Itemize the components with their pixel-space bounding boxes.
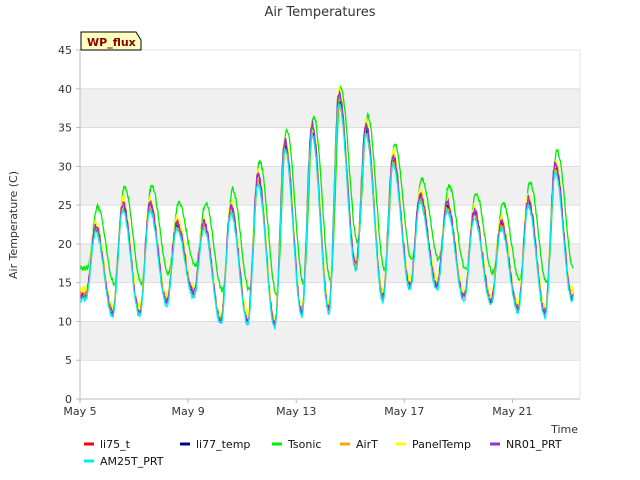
y-tick-label: 45 [58, 44, 72, 57]
x-tick-label: May 13 [276, 405, 316, 418]
chart-title: Air Temperatures [264, 5, 375, 20]
x-tick-label: May 9 [171, 405, 204, 418]
legend: li75_t li77_temp Tsonic AirT PanelTemp NR01_P… [84, 438, 562, 468]
y-tick-label: 0 [65, 393, 72, 406]
y-tick-label: 10 [58, 315, 72, 328]
legend-label: li77_temp [196, 438, 250, 451]
x-axis-title: Time [550, 423, 578, 436]
legend-label: PanelTemp [412, 438, 471, 451]
series-line-tsonic [79, 85, 574, 296]
series-line-am25t-prt [79, 102, 574, 330]
grid-band [80, 321, 580, 361]
site-badge: WP_flux [80, 31, 142, 51]
legend-label: AM25T_PRT [100, 455, 164, 468]
site-badge-box [80, 31, 142, 51]
x-tick-label: May 21 [492, 405, 532, 418]
y-axis-title: Air Temperature (C) [7, 171, 20, 279]
legend-label: li75_t [100, 438, 131, 451]
series-lines [79, 85, 574, 330]
grid-band [80, 166, 580, 206]
x-tick-labels: May 5 May 9 May 13 May 17 May 21 [63, 399, 533, 418]
y-tick-label: 15 [58, 277, 72, 290]
y-tick-label: 5 [65, 354, 72, 367]
legend-label: Tsonic [287, 438, 321, 451]
grid-band [80, 243, 580, 283]
y-tick-label: 35 [58, 122, 72, 135]
x-tick-label: May 5 [63, 405, 96, 418]
grid-band [80, 88, 580, 128]
site-badge-label: WP_flux [87, 36, 136, 49]
legend-label: AirT [356, 438, 378, 451]
x-tick-label: May 17 [384, 405, 424, 418]
y-tick-label: 40 [58, 83, 72, 96]
y-tick-label: 25 [58, 199, 72, 212]
y-tick-label: 20 [58, 238, 72, 251]
axes [79, 49, 581, 400]
y-tick-labels: 0 5 10 15 20 25 30 35 40 45 [58, 44, 80, 406]
y-tick-label: 30 [58, 160, 72, 173]
legend-label: NR01_PRT [506, 438, 562, 451]
